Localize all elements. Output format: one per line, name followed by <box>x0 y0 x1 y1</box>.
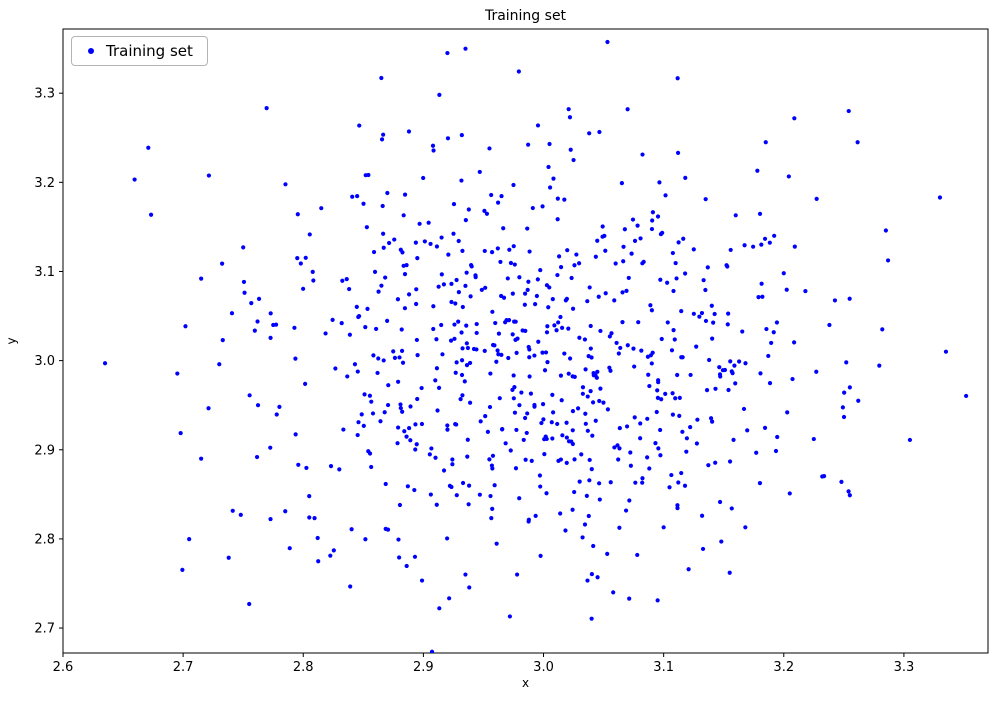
legend-marker-icon <box>88 48 94 54</box>
svg-text:2.7: 2.7 <box>34 622 55 637</box>
svg-text:2.8: 2.8 <box>34 532 55 547</box>
scatter-points <box>102 39 969 653</box>
svg-text:3.3: 3.3 <box>34 87 55 102</box>
svg-text:2.8: 2.8 <box>293 660 314 675</box>
axes-border <box>62 28 989 654</box>
tick-marks <box>59 92 905 657</box>
svg-text:3.2: 3.2 <box>773 660 794 675</box>
svg-text:3.3: 3.3 <box>894 660 915 675</box>
svg-text:3.2: 3.2 <box>34 176 55 191</box>
svg-text:3.1: 3.1 <box>34 265 55 280</box>
chart-title: Training set <box>484 8 567 24</box>
svg-text:3.0: 3.0 <box>34 354 55 369</box>
y-axis-label: y <box>4 337 19 345</box>
svg-text:3.1: 3.1 <box>653 660 674 675</box>
legend-label: Training set <box>106 42 193 60</box>
svg-text:3.0: 3.0 <box>533 660 554 675</box>
svg-text:2.9: 2.9 <box>413 660 434 675</box>
tick-labels: 2.6 2.7 2.8 2.9 3.0 3.1 3.2 3.3 2.7 2.8 2.9 3.0 3.1 3… <box>34 87 914 675</box>
x-axis-label: x <box>521 676 530 690</box>
svg-text:2.9: 2.9 <box>34 443 55 458</box>
svg-text:2.7: 2.7 <box>173 660 194 675</box>
svg-text:2.6: 2.6 <box>53 660 74 675</box>
legend: Training set <box>71 36 208 66</box>
